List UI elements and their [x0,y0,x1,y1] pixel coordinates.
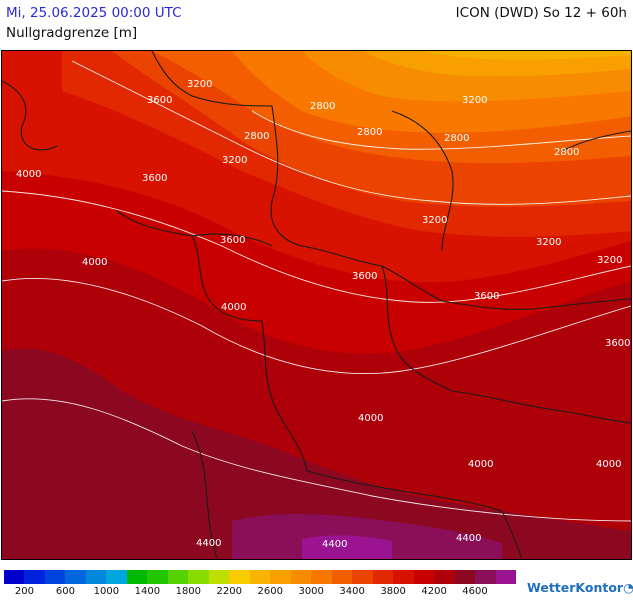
band-2400 [422,51,631,60]
legend-swatch [126,570,148,584]
legend-tick-label: 200 [14,586,35,597]
legend-swatch [270,570,291,584]
contour-label: 4000 [82,257,107,268]
legend-swatch [413,570,435,584]
map-canvas: 3200 3600 2800 3200 2800 2800 2800 2800 … [2,51,631,559]
country-borders [2,51,631,559]
legend-swatch [475,570,496,584]
legend-tick-label: 1400 [134,586,161,597]
legend-swatch [229,570,250,584]
legend-swatch [167,570,189,584]
band-4600 [232,514,502,559]
legend-tick-label: 1000 [93,586,120,597]
legend-swatch [454,570,476,584]
legend-tick-label: 600 [55,586,75,597]
legend-tick-label: 3800 [380,586,406,597]
freezing-level-map: 3200 3600 2800 3200 2800 2800 2800 2800 … [1,50,632,560]
band-4400 [2,348,631,559]
legend-tick-label: 3400 [339,586,365,597]
band-4800 [302,535,392,559]
contour-label: 3200 [462,95,487,106]
isolines [2,60,631,522]
legend-swatch [208,570,230,584]
legend-swatch [4,570,25,584]
contour-label: 3600 [605,338,630,349]
legend-swatch [188,570,209,584]
legend-swatch [311,570,332,584]
legend-swatch [85,570,107,584]
legend-color-bar [4,570,517,584]
color-legend: 200 600 1000 1400 1800 2200 2600 3000 3400 3800 42… [4,570,517,600]
contour-label: 4400 [456,533,481,544]
contour-label: 3600 [220,235,245,246]
contour-label: 3200 [536,237,561,248]
contour-label: 3200 [222,155,247,166]
legend-tick-label: 4600 [462,586,488,597]
legend-swatch [106,570,127,584]
legend-swatch [290,570,312,584]
contour-label: 3200 [187,79,212,90]
contour-label: 3600 [142,173,167,184]
contour-label: 2800 [444,133,469,144]
contour-label: 4000 [16,169,41,180]
contour-label: 3200 [422,215,447,226]
contour-label: 4000 [221,302,246,313]
legend-tick-label: 3000 [298,586,324,597]
legend-swatch [331,570,353,584]
contour-label: 3600 [147,95,172,106]
legend-swatch [249,570,271,584]
contour-labels: 3200 3600 2800 3200 2800 2800 2800 2800 … [16,79,630,550]
legend-swatch [24,570,45,584]
contour-label: 2800 [310,101,335,112]
legend-tick-label: 2200 [216,586,242,597]
legend-tick-label: 2600 [257,586,283,597]
contour-label: 3600 [352,271,377,282]
contour-label: 4000 [596,459,621,470]
legend-swatch [65,570,86,584]
legend-tick-label: 1800 [175,586,202,597]
contour-label: 4000 [358,413,383,424]
parameter-label: Nullgradgrenze [m] [6,25,138,41]
contour-label: 3200 [597,255,622,266]
contour-label: 2800 [357,127,382,138]
legend-swatch [495,570,517,584]
legend-swatch [434,570,455,584]
legend-swatch [372,570,394,584]
contour-label: 4000 [468,459,493,470]
contour-label: 3600 [474,291,499,302]
legend-swatch [44,570,66,584]
contour-label: 2800 [554,147,579,158]
wetterkontor-logo: WetterKontor◔ [527,580,633,595]
legend-swatch [393,570,414,584]
legend-tick-labels: 200 600 1000 1400 1800 2200 2600 3000 3400 3800 42… [4,586,516,600]
contour-label: 2800 [244,131,269,142]
contour-label: 4400 [322,539,347,550]
legend-tick-label: 4200 [421,586,447,597]
sun-icon: ◔ [623,580,633,595]
model-run-label: ICON (DWD) So 12 + 60h [455,5,627,21]
wetterkontor-logo-text: WetterKontor [527,580,624,595]
forecast-datetime: Mi, 25.06.2025 00:00 UTC [6,5,182,21]
legend-swatch [352,570,373,584]
legend-swatch [147,570,168,584]
contour-label: 4400 [196,538,221,549]
